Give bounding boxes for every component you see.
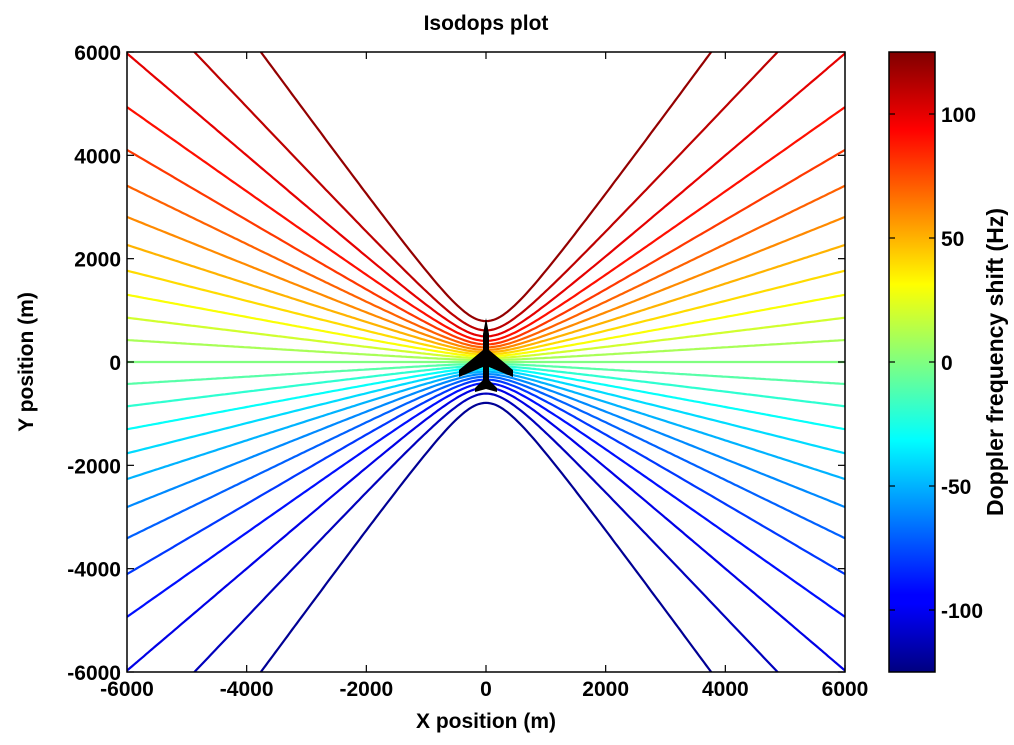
axis-ticks: -6000 -4000 -2000 0 2000 4000 6000 -6000 -4000 -2… — [67, 42, 868, 701]
x-tick-label: -2000 — [339, 678, 393, 701]
colorbar-tick-label: -100 — [941, 600, 983, 623]
x-axis-label: X position (m) — [416, 710, 556, 733]
colorbar-ticks: -100 -50 0 50 100 — [889, 104, 983, 623]
colorbar-label: Doppler frequency shift (Hz) — [982, 208, 1008, 516]
x-tick-label: 0 — [480, 678, 492, 701]
y-tick-label: 6000 — [74, 42, 121, 65]
colorbar-tick-label: 50 — [941, 228, 964, 251]
y-tick-label: -4000 — [67, 559, 121, 582]
contour-line — [192, 392, 780, 672]
y-axis-label: Y position (m) — [15, 292, 38, 432]
x-tick-label: -6000 — [100, 678, 154, 701]
y-tick-label: 2000 — [74, 249, 121, 272]
colorbar-tick-label: -50 — [941, 476, 971, 499]
x-tick-label: 6000 — [822, 678, 869, 701]
y-tick-label: 4000 — [74, 145, 121, 168]
contour-line — [259, 401, 713, 672]
chart-title: Isodops plot — [424, 12, 549, 35]
colorbar-tick-label: 0 — [941, 352, 953, 375]
y-tick-label: 0 — [109, 352, 121, 375]
aircraft-icon — [459, 318, 513, 392]
colorbar — [888, 51, 936, 673]
colorbar-tick-label: 100 — [941, 104, 976, 127]
y-tick-label: -2000 — [67, 455, 121, 478]
x-tick-label: 4000 — [702, 678, 749, 701]
x-tick-label: -4000 — [220, 678, 274, 701]
x-tick-label: 2000 — [582, 678, 629, 701]
y-tick-label: -6000 — [67, 662, 121, 685]
